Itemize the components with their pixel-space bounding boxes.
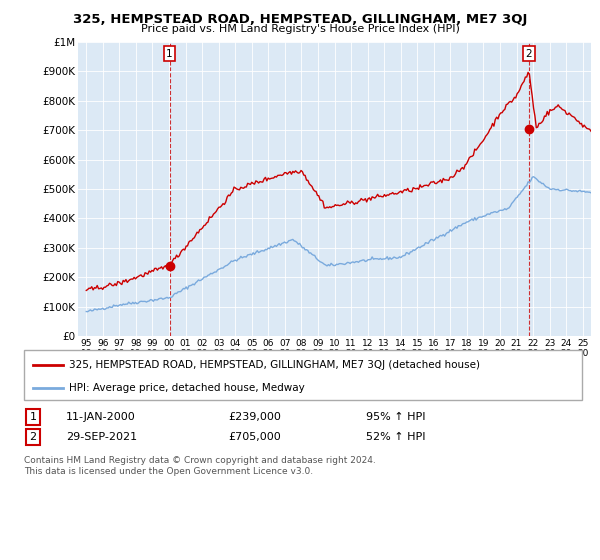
Text: £705,000: £705,000 <box>228 432 281 442</box>
Text: 95% ↑ HPI: 95% ↑ HPI <box>366 412 425 422</box>
Text: 11-JAN-2000: 11-JAN-2000 <box>66 412 136 422</box>
Text: 2: 2 <box>526 49 532 59</box>
Text: Price paid vs. HM Land Registry's House Price Index (HPI): Price paid vs. HM Land Registry's House … <box>140 24 460 34</box>
Text: 52% ↑ HPI: 52% ↑ HPI <box>366 432 425 442</box>
Text: HPI: Average price, detached house, Medway: HPI: Average price, detached house, Medw… <box>69 382 305 393</box>
Text: 2: 2 <box>29 432 37 442</box>
Text: 29-SEP-2021: 29-SEP-2021 <box>66 432 137 442</box>
Text: 325, HEMPSTEAD ROAD, HEMPSTEAD, GILLINGHAM, ME7 3QJ (detached house): 325, HEMPSTEAD ROAD, HEMPSTEAD, GILLINGH… <box>69 360 480 370</box>
Text: 325, HEMPSTEAD ROAD, HEMPSTEAD, GILLINGHAM, ME7 3QJ: 325, HEMPSTEAD ROAD, HEMPSTEAD, GILLINGH… <box>73 13 527 26</box>
Text: 1: 1 <box>166 49 173 59</box>
Text: Contains HM Land Registry data © Crown copyright and database right 2024.
This d: Contains HM Land Registry data © Crown c… <box>24 456 376 476</box>
Text: 1: 1 <box>29 412 37 422</box>
Text: £239,000: £239,000 <box>228 412 281 422</box>
